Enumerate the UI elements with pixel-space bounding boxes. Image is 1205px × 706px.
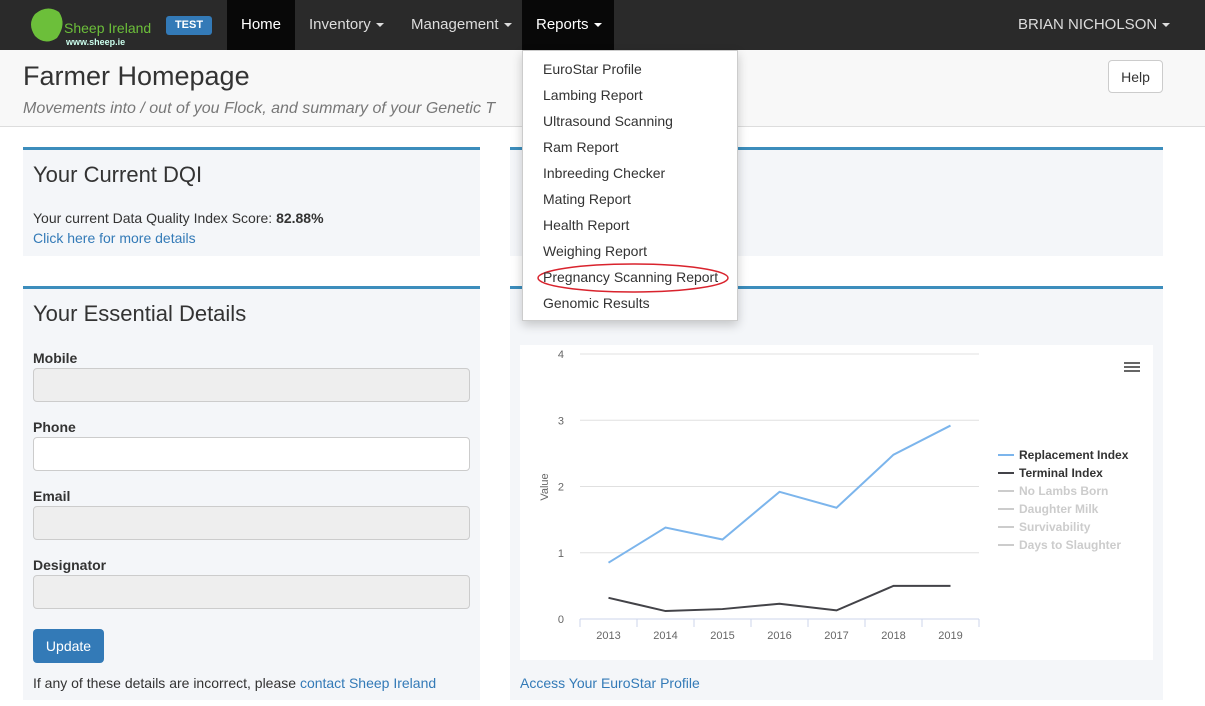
x-tick-label: 2018 (881, 630, 905, 642)
y-tick-label: 0 (558, 614, 564, 626)
navbar: Sheep Ireland www.sheep.ie TEST Home Inv… (0, 0, 1205, 50)
field-label: Phone (33, 419, 76, 435)
eurostar-link[interactable]: Access Your EuroStar Profile (520, 675, 700, 691)
email-input[interactable] (33, 506, 470, 540)
nav-label: Management (411, 16, 499, 33)
nav-reports[interactable]: Reports (522, 0, 614, 50)
menu-item[interactable]: Lambing Report (543, 87, 643, 103)
mobile-input[interactable] (33, 368, 470, 402)
menu-item[interactable]: Pregnancy Scanning Report (543, 269, 719, 285)
menu-item[interactable]: Weighing Report (543, 243, 648, 259)
contact-link[interactable]: contact Sheep Ireland (299, 675, 437, 691)
note-text: If any of these details are incorrect, p… (33, 675, 297, 691)
dqi-label: Your current Data Quality Index Score: (33, 210, 273, 226)
legend-label: No Lambs Born (1019, 484, 1108, 498)
chart-bg (520, 345, 1153, 660)
dqi-text: Your current Data Quality Index Score: 8… (33, 210, 324, 226)
chart: 0 1 2 3 4 Value 2013 2014 2015 2016 2017 2018 2019 Re… (520, 345, 1153, 660)
legend-label: Terminal Index (1019, 466, 1103, 480)
chart-menu[interactable] (1124, 362, 1140, 372)
x-tick-label: 2019 (938, 630, 962, 642)
dqi-score: 82.88% (276, 210, 324, 226)
page-title: Farmer Homepage (23, 61, 250, 91)
dqi-link[interactable]: Click here for more details (33, 230, 196, 246)
eurostar-panel: 0 1 2 3 4 Value 2013 2014 2015 2016 2017 2018 2019 Re… (510, 286, 1163, 700)
help-button[interactable]: Help (1108, 60, 1163, 93)
menu-item[interactable]: Ram Report (543, 139, 619, 155)
badge: TEST (166, 16, 212, 35)
nav-inventory[interactable]: Inventory (309, 0, 384, 50)
y-tick-label: 3 (558, 415, 564, 427)
y-tick-label: 1 (558, 548, 564, 560)
nav-home[interactable]: Home (227, 0, 295, 50)
brand[interactable]: Sheep Ireland (64, 20, 152, 36)
details-note: If any of these details are incorrect, p… (33, 675, 436, 691)
menu-item[interactable]: Health Report (543, 217, 630, 233)
legend-label: Daughter Milk (1019, 502, 1099, 516)
x-tick-label: 2016 (767, 630, 791, 642)
x-tick-label: 2014 (653, 630, 677, 642)
x-tick-label: 2017 (824, 630, 848, 642)
user-name: BRIAN NICHOLSON (1018, 16, 1158, 33)
legend-label: Replacement Index (1019, 448, 1129, 462)
field-label: Email (33, 488, 71, 504)
logo-icon (31, 8, 63, 42)
y-axis-label: Value (539, 473, 551, 500)
details-panel: Your Essential Details Mobile Phone Emai… (23, 286, 480, 700)
field-label: Mobile (33, 350, 78, 366)
menu-item[interactable]: Ultrasound Scanning (543, 113, 673, 129)
y-tick-label: 4 (558, 349, 564, 361)
panel-title: Your Current DQI (33, 162, 203, 187)
nav-label: Reports (536, 16, 589, 33)
menu-item[interactable]: EuroStar Profile (543, 61, 642, 77)
dqi-panel: Your Current DQI Your current Data Quali… (23, 147, 480, 256)
reports-dropdown: EuroStar Profile Lambing Report Ultrasound… (522, 50, 738, 321)
menu-item[interactable]: Inbreeding Checker (543, 165, 666, 181)
legend-label: Days to Slaughter (1019, 538, 1121, 552)
legend-label: Survivability (1019, 520, 1091, 534)
series-line (608, 584, 951, 613)
highlight-ellipse (537, 263, 729, 293)
field-label: Designator (33, 557, 107, 573)
nav-management[interactable]: Management (411, 0, 512, 50)
y-tick-label: 2 (558, 482, 564, 494)
menu-item[interactable]: Mating Report (543, 191, 631, 207)
update-button[interactable]: Update (33, 629, 104, 663)
brand-url: www.sheep.ie (66, 37, 126, 47)
x-tick-label: 2015 (710, 630, 734, 642)
nav-label: Inventory (309, 16, 371, 33)
panel-title: Your Essential Details (33, 301, 247, 326)
x-tick-label: 2013 (596, 630, 620, 642)
designator-input[interactable] (33, 575, 470, 609)
series-line (607, 424, 951, 564)
phone-input[interactable] (33, 437, 470, 471)
page-subtitle: Movements into / out of you Flock, and s… (23, 100, 496, 117)
menu-item[interactable]: Genomic Results (543, 295, 650, 311)
user-menu[interactable]: BRIAN NICHOLSON (1018, 0, 1171, 50)
